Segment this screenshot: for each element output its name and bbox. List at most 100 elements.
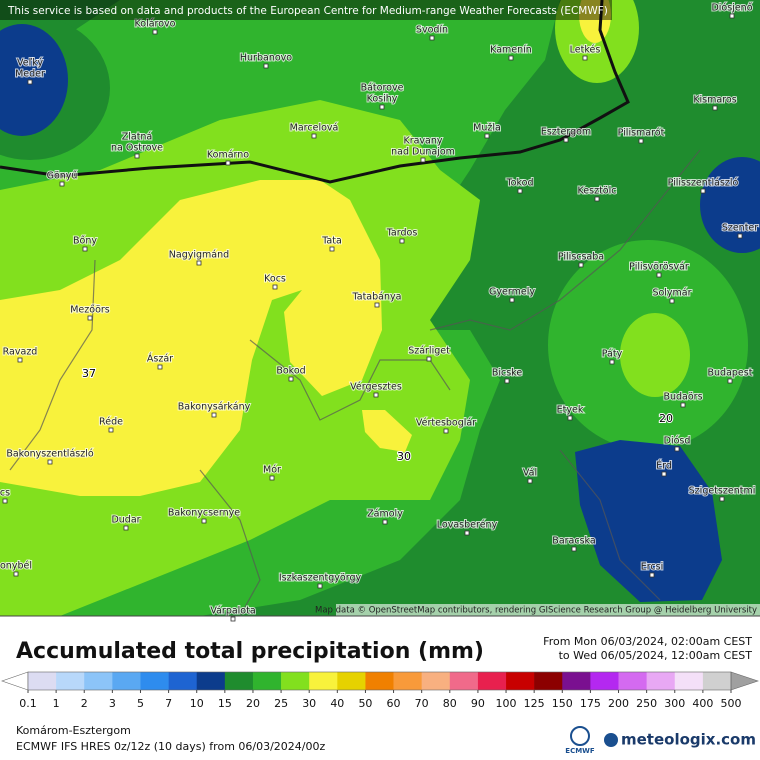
place-label: Ászár <box>147 353 173 365</box>
colorbar-label: 100 <box>496 697 517 710</box>
precip-area <box>0 180 382 496</box>
place-label: Tokod <box>505 178 533 189</box>
colorbar-swatch <box>337 672 366 690</box>
place-marker <box>59 181 65 187</box>
place-label: Pilismarót <box>618 128 665 139</box>
place-marker <box>508 55 514 61</box>
place-marker <box>152 29 158 35</box>
place-marker <box>230 616 236 622</box>
place-marker <box>269 475 275 481</box>
place-marker <box>225 160 231 166</box>
place-marker <box>288 376 294 382</box>
period-start: From Mon 06/03/2024, 02:00am CEST <box>543 635 752 648</box>
place-marker <box>509 297 515 303</box>
place-label: Kesztölc <box>578 186 617 197</box>
place-label: Diósjenő <box>711 3 752 14</box>
place-label: Mór <box>263 465 281 476</box>
ecmwf-logo: ECMWF <box>565 747 595 755</box>
river-border <box>0 0 630 184</box>
place-label: Tatabánya <box>352 292 402 303</box>
place-marker <box>582 55 588 61</box>
place-label: Kosihy <box>367 94 398 105</box>
place-label: Gönyű <box>47 171 78 182</box>
place-marker <box>374 302 380 308</box>
colorbar-swatch <box>112 672 141 690</box>
colorbar-swatch <box>140 672 169 690</box>
place-marker <box>420 157 426 163</box>
place-label: Budapest <box>708 368 753 379</box>
period-end: to Wed 06/05/2024, 12:00am CEST <box>559 649 753 662</box>
place-label: Iszkaszentgyörgy <box>279 573 362 584</box>
colorbar-label: 2 <box>81 697 88 710</box>
place-marker <box>87 315 93 321</box>
place-marker <box>272 284 278 290</box>
place-marker <box>638 138 644 144</box>
precip-area <box>575 440 722 602</box>
place-label: Svodín <box>416 25 448 36</box>
banner-background <box>0 0 612 20</box>
place-label: Piliscsaba <box>558 252 604 263</box>
colorbar-swatch <box>534 672 563 690</box>
banner-text: This service is based on data and produc… <box>7 5 608 17</box>
place-label: Esztergom <box>541 127 591 138</box>
place-marker <box>2 498 8 504</box>
precip-area <box>0 24 68 136</box>
place-marker <box>669 298 675 304</box>
colorbar-label: 20 <box>246 697 260 710</box>
colorbar-label: 7 <box>165 697 172 710</box>
place-label: Bakonysárkány <box>178 402 251 413</box>
place-marker <box>211 412 217 418</box>
colorbar-swatch <box>281 672 310 690</box>
colorbar-label: 500 <box>721 697 742 710</box>
precip-area <box>579 0 611 43</box>
place-marker <box>504 378 510 384</box>
place-marker <box>329 246 335 252</box>
colorbar-swatch <box>477 672 507 690</box>
precip-area <box>362 410 412 452</box>
place-marker <box>13 571 19 577</box>
colorbar-label: 3 <box>109 697 116 710</box>
place-label: Lovasberény <box>437 520 498 531</box>
colorbar-swatch <box>252 672 282 690</box>
colorbar-swatch <box>365 672 394 690</box>
place-marker <box>517 188 523 194</box>
place-marker <box>82 246 88 252</box>
place-label: Kolárovo <box>135 19 176 30</box>
attribution-background <box>336 604 760 616</box>
place-label: Dudar <box>111 515 140 526</box>
legend-title: Accumulated total precipitation (mm) <box>16 639 484 664</box>
colorbar-swatch <box>590 672 619 690</box>
place-label: Pilisvörösvár <box>629 262 689 273</box>
place-label: Bokod <box>276 366 305 377</box>
place-marker <box>134 153 140 159</box>
place-label: Zlatná <box>122 132 153 143</box>
place-label: Bicske <box>492 368 522 379</box>
colorbar-over <box>730 671 759 691</box>
place-label: Páty <box>602 349 623 360</box>
place-label: Veľký <box>17 58 43 69</box>
place-label: Vérgesztes <box>350 382 402 393</box>
brand-icon <box>604 733 618 747</box>
place-marker <box>373 392 379 398</box>
brand: meteologix.com <box>621 731 756 749</box>
place-label: Kocs <box>264 274 286 285</box>
place-label: cs <box>0 488 10 499</box>
place-marker <box>263 63 269 69</box>
colorbar-swatch <box>28 672 57 690</box>
contour-label: 30 <box>397 450 411 463</box>
place-label: nad Dunajom <box>391 147 455 158</box>
colorbar-swatch <box>562 672 591 690</box>
place-marker <box>700 188 706 194</box>
place-marker <box>157 364 163 370</box>
colorbar-label: 125 <box>524 697 545 710</box>
place-label: Kamenín <box>490 45 532 56</box>
place-marker <box>737 233 743 239</box>
place-marker <box>47 459 53 465</box>
place-marker <box>317 583 323 589</box>
place-marker <box>399 238 405 244</box>
colorbar-swatch <box>421 672 451 690</box>
place-marker <box>527 478 533 484</box>
place-label: Tata <box>321 236 342 247</box>
place-marker <box>382 519 388 525</box>
